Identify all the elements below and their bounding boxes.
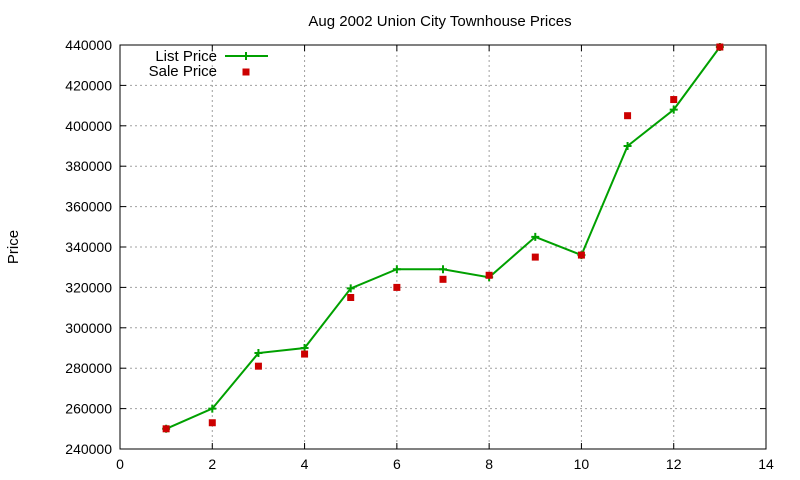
x-tick-label: 4 — [301, 456, 309, 472]
y-tick-label: 300000 — [65, 320, 112, 336]
legend-marker-sale-price — [242, 68, 250, 76]
sale-price-point — [254, 362, 262, 370]
list-price-point — [439, 265, 447, 274]
x-tick-label: 0 — [116, 456, 124, 472]
series-sale-price — [162, 43, 724, 433]
sale-price-point — [347, 294, 355, 301]
legend-marker-list-price — [242, 52, 250, 60]
sale-price-point — [485, 271, 493, 279]
y-tick-label: 340000 — [65, 239, 112, 255]
x-tick-label: 8 — [485, 456, 493, 472]
x-tick-label: 10 — [574, 456, 590, 472]
list-price-point — [531, 232, 540, 241]
list-price-line — [165, 46, 721, 430]
y-tick-label: 240000 — [65, 441, 112, 457]
y-tick-label: 420000 — [65, 77, 112, 93]
list-price-point — [254, 349, 263, 358]
list-price-point — [392, 265, 401, 274]
y-tick-label: 260000 — [65, 401, 112, 417]
x-tick-label: 2 — [208, 456, 216, 472]
series-list-price — [162, 43, 724, 433]
series-layer — [162, 43, 724, 433]
sale-price-point — [716, 43, 724, 51]
y-axis-label: Price — [5, 230, 22, 264]
sale-price-point — [624, 112, 632, 120]
x-tick-label: 12 — [666, 456, 682, 472]
y-tick-label: 380000 — [65, 158, 112, 174]
list-price-point — [346, 284, 355, 293]
y-tick-label: 320000 — [65, 279, 112, 295]
sale-price-point — [531, 253, 539, 261]
y-tick-label: 400000 — [65, 118, 112, 134]
legend-label-sale-price: Sale Price — [149, 63, 217, 80]
legend-label-list-price: List Price — [155, 48, 217, 65]
list-price-point — [623, 142, 632, 150]
y-tick-label: 360000 — [65, 199, 112, 215]
list-price-point — [208, 404, 217, 413]
y-tick-label: 440000 — [65, 37, 112, 53]
sale-price-point — [577, 251, 585, 259]
chart-title: Aug 2002 Union City Townhouse Prices — [308, 13, 571, 30]
sale-price-point — [393, 283, 401, 291]
x-tick-label: 6 — [393, 456, 401, 472]
sale-price-point — [670, 96, 678, 104]
y-tick-label: 280000 — [65, 360, 112, 376]
grid — [120, 45, 766, 449]
sale-price-point — [439, 275, 447, 283]
sale-price-point — [208, 419, 216, 427]
list-price-point — [669, 105, 678, 114]
x-tick-label: 14 — [758, 456, 774, 472]
sale-price-point — [301, 350, 309, 358]
axis-ticks: 0 2 4 6 8 10 12 14 240000 260000 280000 300000 32000… — [65, 37, 774, 472]
sale-price-point — [162, 425, 170, 433]
